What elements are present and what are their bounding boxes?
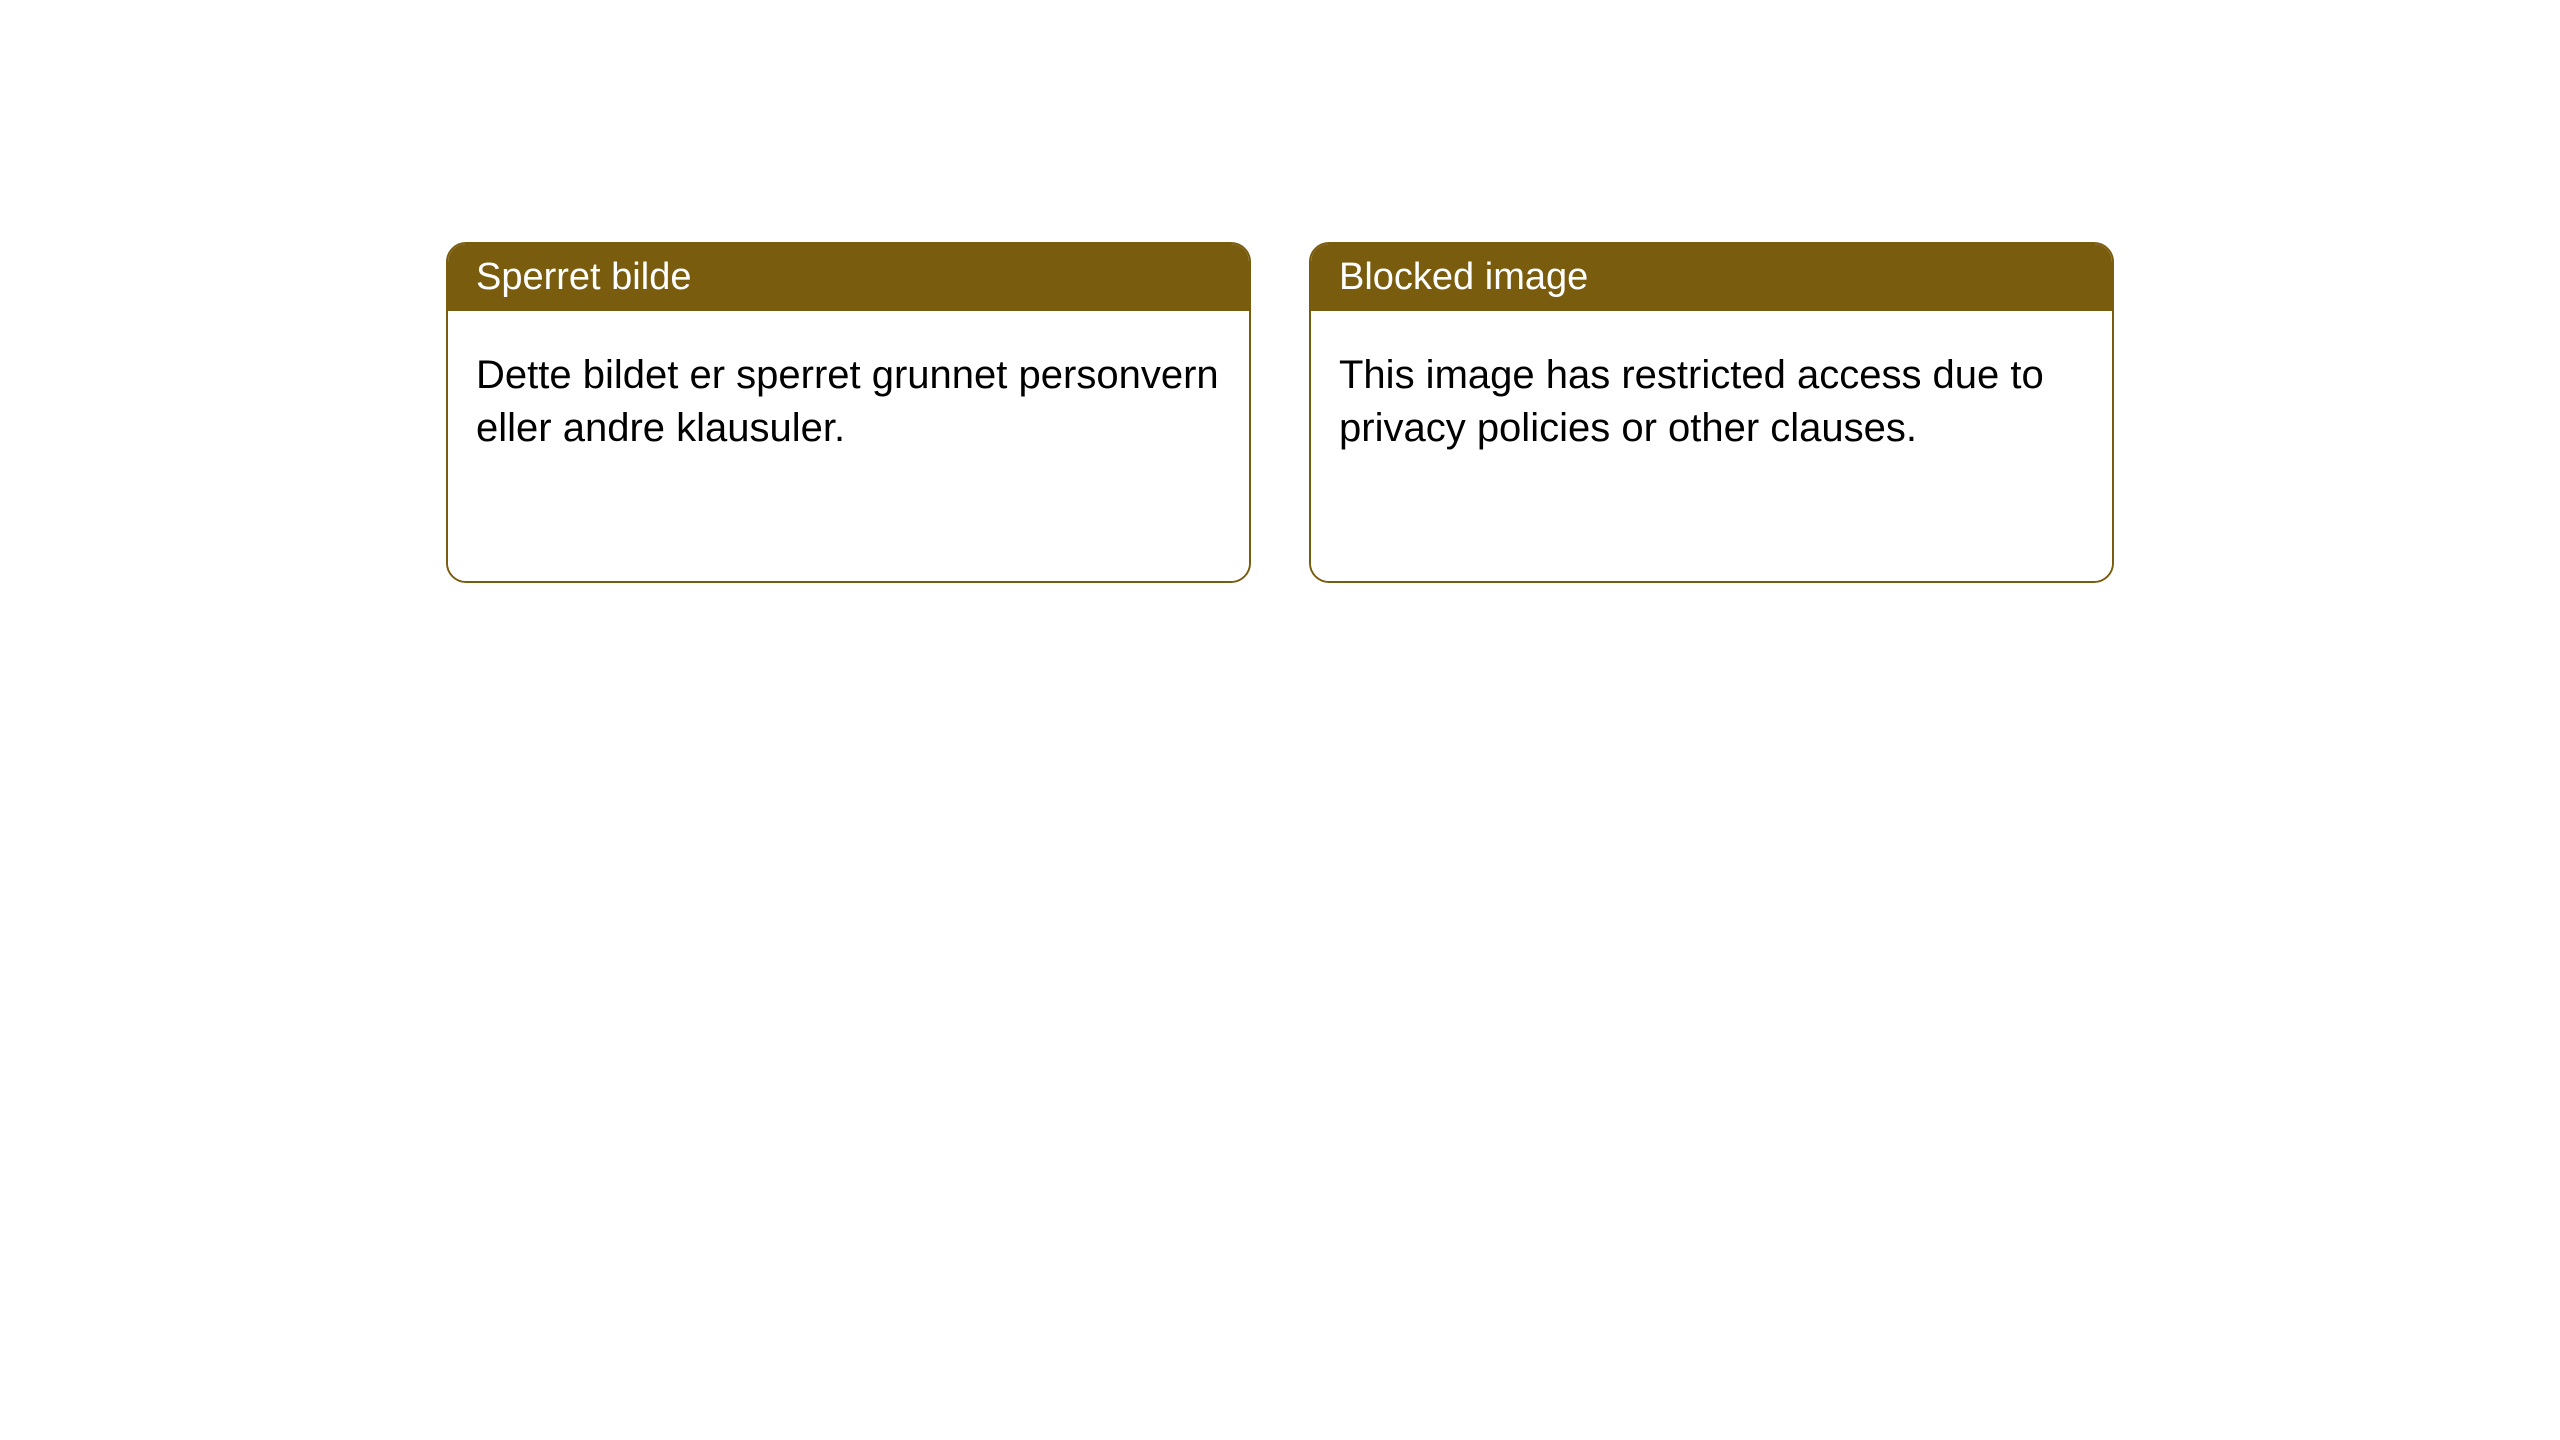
notice-body: Dette bildet er sperret grunnet personve… (448, 311, 1249, 581)
notice-message: This image has restricted access due to … (1339, 353, 2044, 450)
notice-title: Blocked image (1339, 256, 1588, 298)
notice-card-norwegian: Sperret bilde Dette bildet er sperret gr… (446, 242, 1251, 583)
notice-header: Sperret bilde (448, 244, 1249, 311)
notice-body: This image has restricted access due to … (1311, 311, 2112, 581)
notice-title: Sperret bilde (476, 256, 691, 298)
notice-card-english: Blocked image This image has restricted … (1309, 242, 2114, 583)
notice-message: Dette bildet er sperret grunnet personve… (476, 353, 1219, 450)
notice-header: Blocked image (1311, 244, 2112, 311)
notice-container: Sperret bilde Dette bildet er sperret gr… (0, 0, 2560, 583)
